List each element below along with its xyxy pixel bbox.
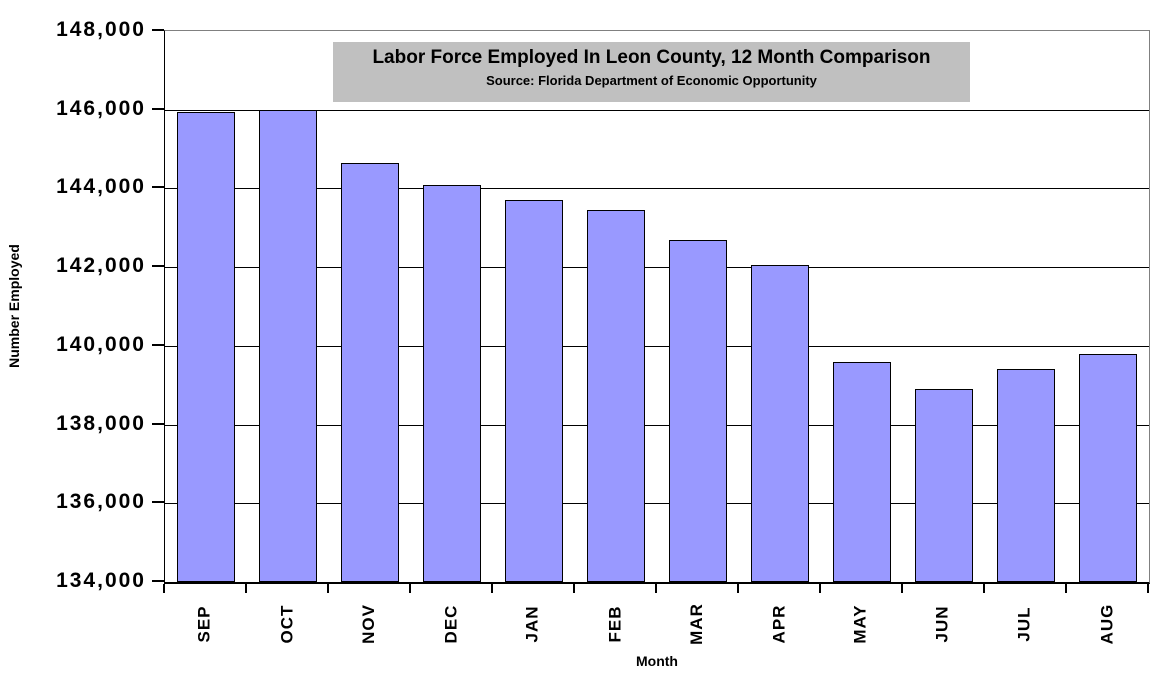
x-tick-label-jun: JUN <box>911 592 975 656</box>
y-tick-label-140000: 140,000 <box>56 332 146 356</box>
y-tick-label-136000: 136,000 <box>56 490 146 514</box>
y-tick-label-142000: 142,000 <box>56 254 146 278</box>
bar-sep <box>177 111 235 582</box>
bar-feb <box>587 210 645 582</box>
x-tick-label-text: SEP <box>195 605 214 643</box>
x-tick-label-text: JUN <box>932 605 952 643</box>
x-tick-label-may: MAY <box>829 592 893 656</box>
x-tick-mark <box>1065 584 1067 593</box>
y-axis-title: Number Employed <box>6 244 22 368</box>
chart-subtitle: Source: Florida Department of Economic O… <box>486 73 817 88</box>
x-tick-label-mar: MAR <box>665 592 729 656</box>
x-tick-label-text: APR <box>769 604 788 644</box>
gridline-144000 <box>165 188 1149 190</box>
x-tick-mark <box>655 584 657 593</box>
gridline-146000 <box>165 109 1149 111</box>
x-tick-label-text: DEC <box>441 604 460 644</box>
x-tick-label-text: NOV <box>359 604 378 644</box>
x-tick-mark <box>983 584 985 593</box>
x-tick-label-text: AUG <box>1097 603 1116 645</box>
gridline-136000 <box>165 503 1149 505</box>
bar-jan <box>505 200 563 582</box>
x-tick-mark <box>491 584 493 593</box>
x-tick-mark <box>819 584 821 593</box>
y-tick-label-144000: 144,000 <box>56 175 146 199</box>
bar-oct <box>259 109 317 582</box>
x-tick-label-apr: APR <box>747 592 811 656</box>
x-tick-mark <box>573 584 575 593</box>
bar-nov <box>341 162 399 582</box>
x-tick-label-text: FEB <box>605 605 624 643</box>
bar-apr <box>751 265 809 582</box>
bar-dec <box>423 184 481 582</box>
gridline-138000 <box>165 424 1149 426</box>
x-tick-mark <box>327 584 329 593</box>
bar-aug <box>1079 353 1137 582</box>
y-tick-mark <box>152 501 164 504</box>
y-tick-mark <box>152 422 164 425</box>
x-tick-label-text: JUL <box>1015 606 1034 642</box>
x-tick-label-nov: NOV <box>337 592 401 656</box>
y-tick-label-146000: 146,000 <box>56 96 146 120</box>
chart-title-box: Labor Force Employed In Leon County, 12 … <box>333 42 970 102</box>
y-tick-mark <box>152 107 164 110</box>
x-tick-mark <box>737 584 739 593</box>
x-tick-label-jan: JAN <box>501 592 565 656</box>
x-tick-label-feb: FEB <box>583 592 647 656</box>
y-tick-label-138000: 138,000 <box>56 411 146 435</box>
y-tick-mark <box>152 343 164 346</box>
x-tick-mark <box>1147 584 1149 593</box>
x-tick-label-jul: JUL <box>993 592 1057 656</box>
y-tick-mark <box>152 580 164 582</box>
x-tick-label-aug: AUG <box>1075 592 1139 656</box>
x-tick-label-text: MAR <box>687 603 706 645</box>
x-tick-label-text: OCT <box>276 604 296 644</box>
bar-mar <box>669 239 727 582</box>
y-tick-label-134000: 134,000 <box>56 569 146 592</box>
chart-title: Labor Force Employed In Leon County, 12 … <box>372 47 931 68</box>
gridline-140000 <box>165 345 1149 347</box>
x-tick-label-sep: SEP <box>173 592 237 656</box>
bar-jul <box>997 369 1055 582</box>
x-tick-label-text: JAN <box>522 605 542 643</box>
y-tick-mark <box>152 29 164 31</box>
x-axis-title: Month <box>636 653 678 669</box>
gridline-142000 <box>165 267 1149 269</box>
x-tick-mark <box>245 584 247 593</box>
y-tick-label-148000: 148,000 <box>56 18 146 41</box>
x-tick-label-text: MAY <box>851 604 870 644</box>
plot-area <box>164 30 1150 584</box>
y-tick-mark <box>152 186 164 189</box>
bar-may <box>833 361 891 582</box>
x-tick-mark <box>409 584 411 593</box>
y-tick-mark <box>152 265 164 268</box>
x-tick-mark <box>163 584 165 593</box>
x-tick-label-oct: OCT <box>255 592 319 656</box>
x-tick-label-dec: DEC <box>419 592 483 656</box>
x-tick-mark <box>901 584 903 593</box>
bar-jun <box>915 389 973 582</box>
